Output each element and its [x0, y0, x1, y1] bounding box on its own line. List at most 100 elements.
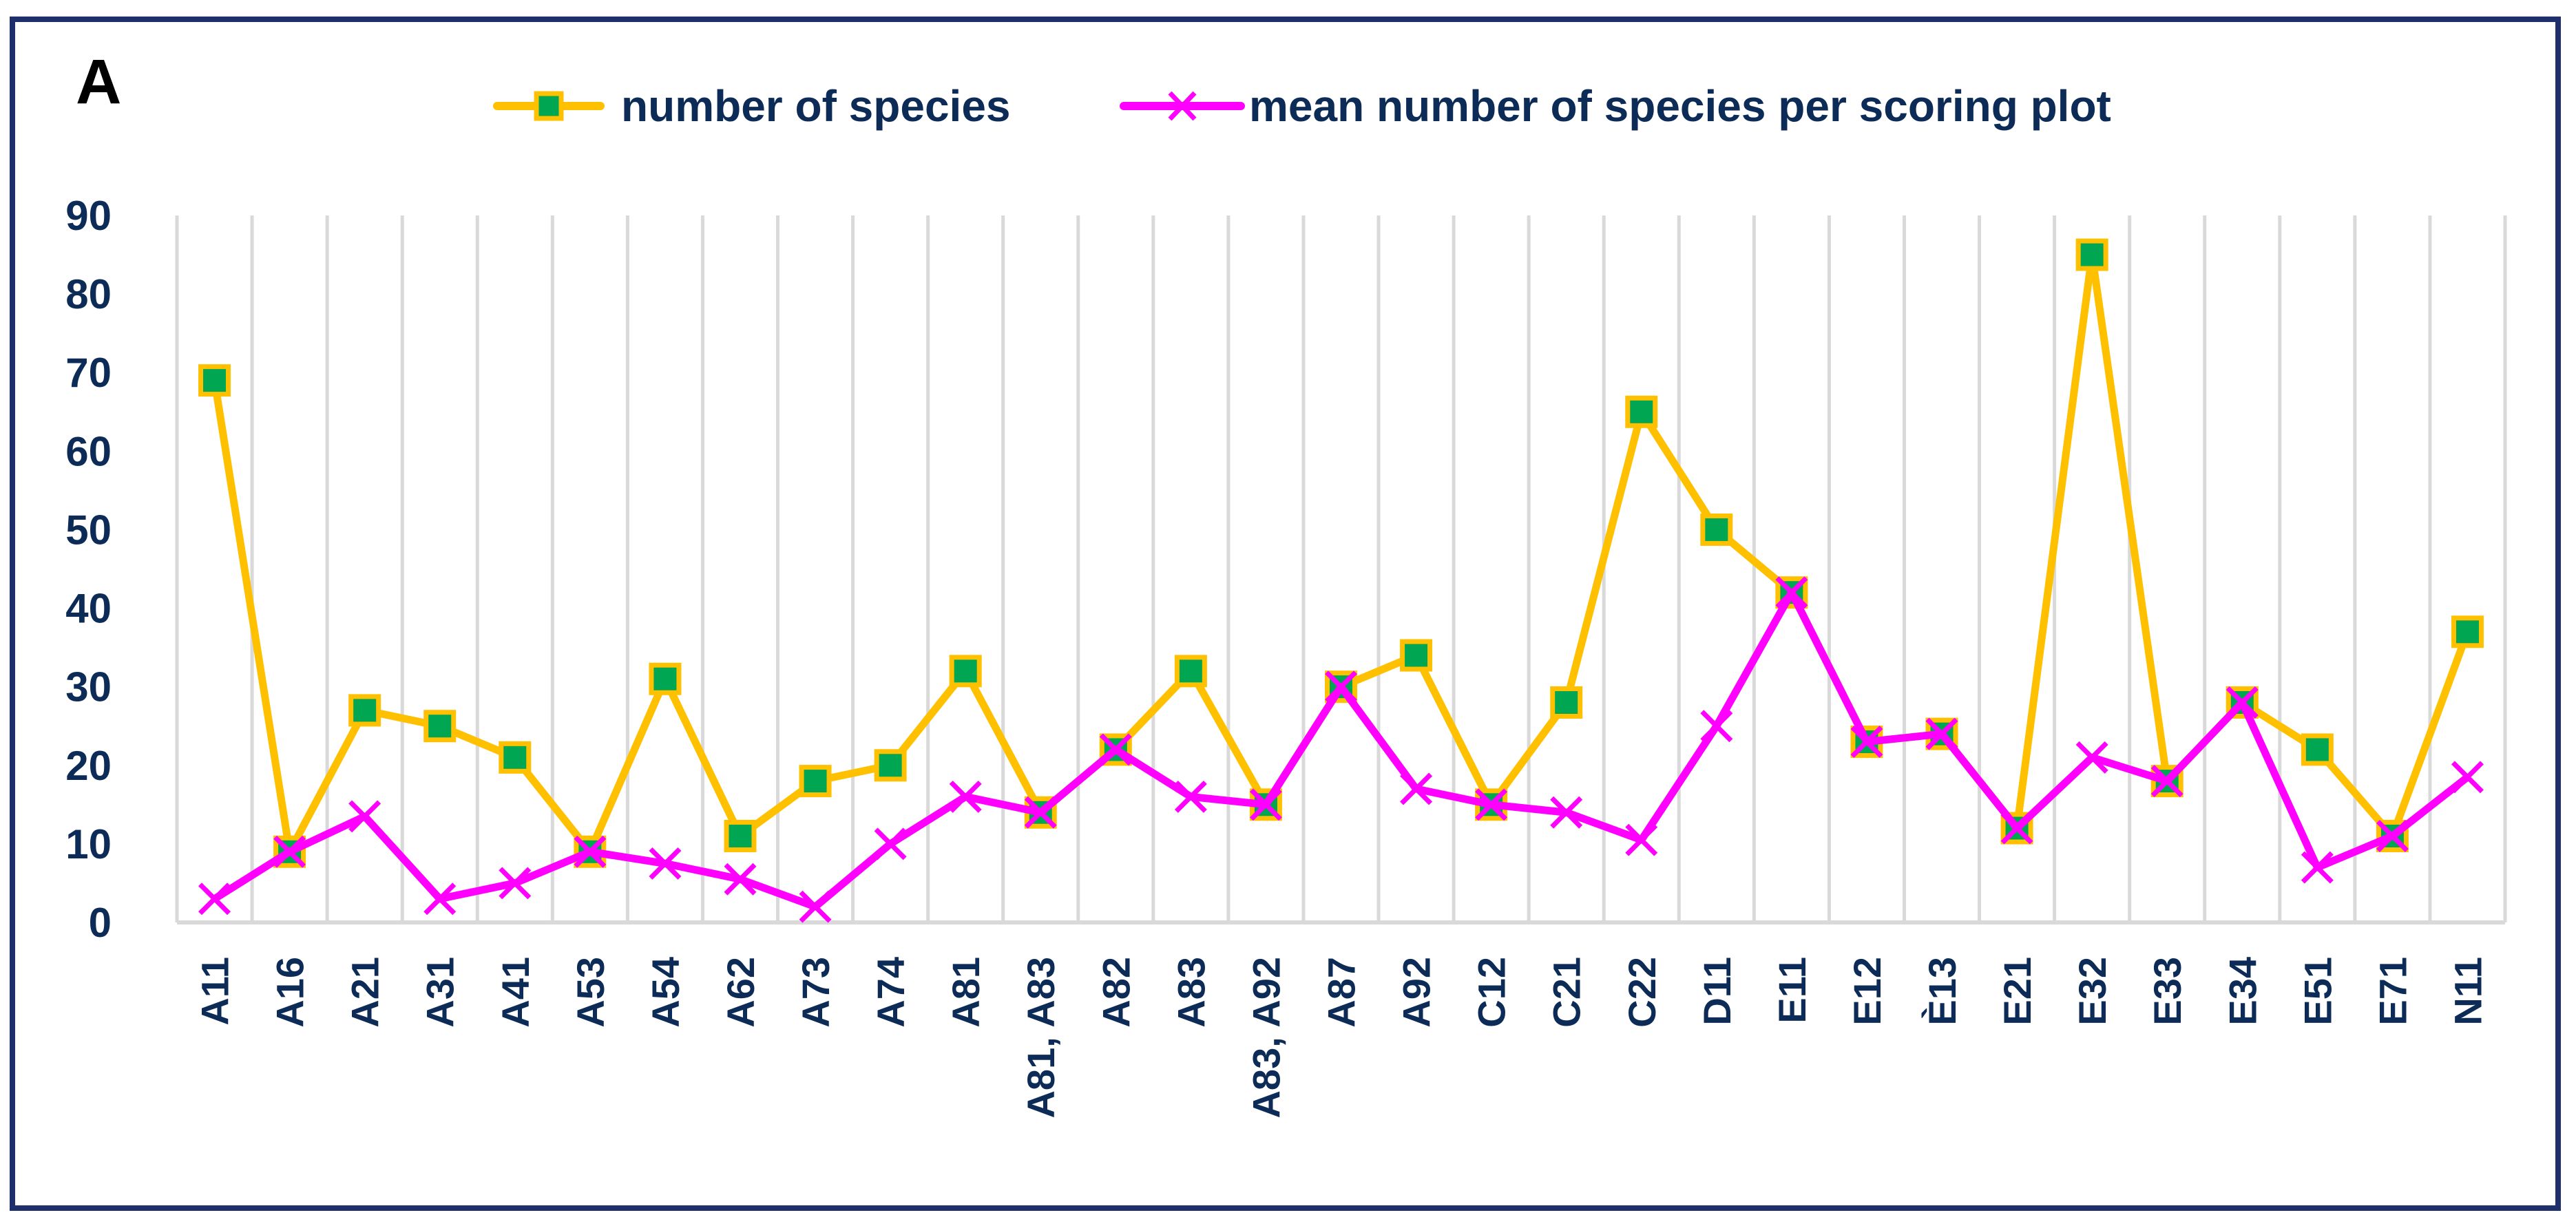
data-point-mean-species [2000, 812, 2033, 845]
data-point-mean-species [1700, 710, 1733, 743]
x-tick-label: C21 [1545, 957, 1589, 1028]
data-point-mean-species [1400, 772, 1433, 805]
data-point-number-of-species [2451, 615, 2484, 648]
data-point-mean-species [1625, 823, 1658, 856]
data-point-mean-species [1099, 733, 1132, 766]
x-tick-label: E34 [2221, 957, 2264, 1026]
data-point-number-of-species [423, 710, 457, 743]
data-point-mean-species [1850, 726, 1883, 759]
y-tick-label: 40 [65, 586, 112, 632]
x-tick-label: A87 [1320, 957, 1363, 1028]
y-tick-label: 10 [65, 821, 112, 867]
y-tick-label: 30 [65, 664, 112, 710]
data-point-mean-species [2451, 761, 2484, 794]
x-tick-label: A62 [719, 957, 762, 1028]
legend-marker-x-icon [1168, 91, 1197, 121]
data-point-mean-species [1249, 788, 1282, 821]
x-tick-label: A83, A92 [1244, 957, 1288, 1119]
x-tick-label: A21 [344, 957, 387, 1028]
y-tick-label: 70 [65, 350, 112, 396]
x-tick-label: C12 [1470, 957, 1514, 1028]
x-tick-label: A54 [644, 957, 687, 1028]
x-tick-label: A53 [569, 957, 612, 1028]
y-tick-label: 80 [65, 271, 112, 317]
legend-item-mean-species: mean number of species per scoring plot [1120, 81, 2111, 131]
data-point-mean-species [2301, 851, 2334, 884]
data-point-mean-species [1325, 670, 1357, 704]
legend-label-mean-species: mean number of species per scoring plot [1249, 81, 2111, 131]
x-tick-label: A74 [869, 957, 912, 1028]
chart-frame: A number of species mean number of speci… [10, 17, 2561, 1211]
data-point-mean-species [198, 882, 231, 916]
data-point-number-of-species [874, 749, 907, 782]
x-tick-label: N11 [2446, 957, 2489, 1026]
x-tick-label: E51 [2296, 957, 2339, 1026]
data-point-mean-species [2226, 686, 2259, 719]
x-tick-label: A31 [419, 957, 462, 1028]
data-point-number-of-species [348, 694, 381, 727]
data-point-number-of-species [724, 819, 757, 852]
x-tick-label: E33 [2146, 957, 2189, 1026]
data-point-mean-species [874, 827, 907, 860]
data-point-number-of-species [198, 364, 231, 397]
data-point-number-of-species [1550, 686, 1583, 719]
x-tick-label: A92 [1395, 957, 1438, 1028]
data-point-mean-species [423, 882, 457, 916]
series-mean-species-per-plot [198, 576, 2484, 923]
y-tick-label: 0 [89, 900, 112, 946]
y-tick-labels: 0 10 20 30 40 50 60 70 80 90 [65, 193, 112, 946]
legend-marker-square-icon [534, 91, 564, 121]
x-tick-label: A41 [494, 957, 537, 1028]
data-point-mean-species [499, 867, 532, 900]
x-tick-label: A83 [1169, 957, 1213, 1028]
data-point-mean-species [2075, 741, 2108, 774]
x-tick-labels: A11 A16 A21 A31 A41 A53 A54 A62 A73 A74 A81 A81, A8… [193, 957, 2490, 1119]
panel-label: A [76, 47, 121, 117]
data-point-mean-species [799, 890, 832, 923]
data-point-number-of-species [499, 741, 532, 774]
data-point-mean-species [348, 800, 381, 833]
data-point-mean-species [1024, 796, 1057, 829]
x-tick-label: E11 [1770, 957, 1814, 1024]
data-point-number-of-species [799, 765, 832, 798]
x-tick-label: E21 [1996, 957, 2039, 1026]
x-tick-label: E12 [1845, 957, 1889, 1026]
x-tick-label: A81, A83 [1019, 957, 1062, 1119]
data-point-mean-species [1775, 576, 1808, 609]
x-tick-label: A11 [193, 957, 237, 1026]
data-point-mean-species [1550, 796, 1583, 829]
x-tick-label: D11 [1695, 957, 1739, 1026]
data-point-number-of-species [949, 655, 982, 688]
legend-item-number-of-species: number of species [493, 81, 1011, 131]
x-tick-label: E71 [2371, 957, 2414, 1026]
data-point-number-of-species [1174, 655, 1207, 688]
x-tick-label: E32 [2071, 957, 2114, 1026]
data-point-number-of-species [2301, 733, 2334, 766]
data-point-number-of-species [1700, 513, 1733, 546]
y-tick-label: 50 [65, 507, 112, 553]
data-point-mean-species [949, 780, 982, 813]
legend-label-number-of-species: number of species [621, 81, 1011, 131]
y-tick-label: 20 [65, 743, 112, 789]
chart-svg: A number of species mean number of speci… [65, 47, 2507, 1119]
data-point-number-of-species [1400, 639, 1433, 672]
vertical-grid [175, 215, 2507, 922]
data-point-mean-species [273, 835, 306, 868]
y-tick-label: 60 [65, 428, 112, 474]
data-point-number-of-species [2075, 238, 2108, 271]
x-tick-label: A16 [269, 957, 312, 1028]
x-tick-label: È13 [1920, 957, 1964, 1026]
data-point-mean-species [1174, 780, 1207, 813]
data-point-mean-species [1475, 788, 1508, 821]
data-point-mean-species [649, 847, 682, 880]
data-point-mean-species [2376, 820, 2409, 852]
legend: number of species mean number of species… [493, 81, 2111, 131]
x-tick-label: A73 [794, 957, 837, 1028]
data-point-mean-species [1925, 717, 1958, 750]
data-point-mean-species [724, 863, 757, 896]
data-point-mean-species [2150, 765, 2184, 798]
data-point-mean-species [574, 835, 607, 868]
x-tick-label: A82 [1094, 957, 1138, 1028]
data-point-number-of-species [1625, 395, 1658, 428]
y-tick-label: 90 [65, 193, 112, 239]
